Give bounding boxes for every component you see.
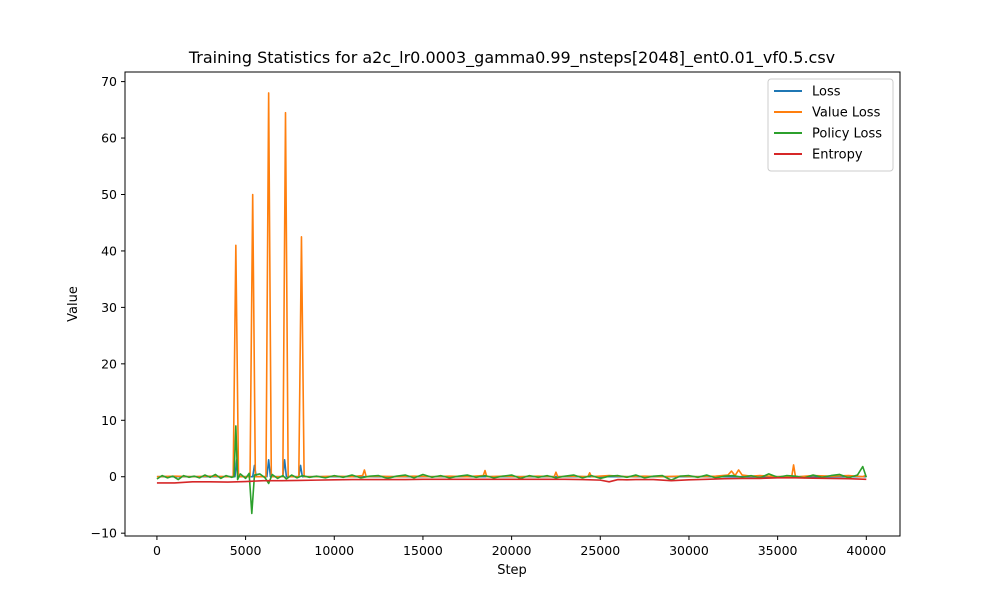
series-line-entropy (156, 477, 867, 484)
x-tick-label: 20000 (492, 543, 532, 558)
axes (124, 71, 901, 537)
y-tick-label: 0 (109, 469, 117, 484)
x-tick-label: 5000 (230, 543, 262, 558)
legend-label: Loss (812, 85, 841, 100)
chart-title: Training Statistics for a2c_lr0.0003_gam… (188, 48, 835, 68)
legend-label: Value Loss (812, 106, 881, 121)
y-axis-label: Value (66, 286, 81, 322)
legend-box (767, 78, 894, 172)
y-tick-label: 70 (101, 74, 117, 89)
x-axis-label: Step (497, 563, 527, 578)
x-tick-label: 35000 (758, 543, 798, 558)
plot-frame (124, 71, 901, 537)
x-tick-label: 30000 (669, 543, 709, 558)
x-tick-label: 0 (153, 543, 161, 558)
series-line-policy-loss (156, 425, 868, 515)
y-tick-label: −10 (91, 526, 117, 541)
y-tick-label: 60 (101, 131, 117, 146)
legend-label: Entropy (812, 148, 863, 163)
x-tick-label: 25000 (580, 543, 620, 558)
x-tick-label: 40000 (846, 543, 886, 558)
y-tick-label: 20 (101, 356, 117, 371)
legend-label: Policy Loss (812, 127, 882, 142)
series-group (156, 92, 868, 515)
x-tick-label: 10000 (314, 543, 354, 558)
x-tick-label: 15000 (403, 543, 443, 558)
ticks: 0 5000 10000 15000 20000 25000 30000 35000 40000… (91, 74, 887, 558)
y-tick-label: 30 (101, 300, 117, 315)
y-tick-label: 40 (101, 243, 117, 258)
y-tick-label: 50 (101, 187, 117, 202)
legend: Loss Value Loss Policy Loss Entropy (767, 78, 894, 172)
y-tick-label: 10 (101, 413, 117, 428)
